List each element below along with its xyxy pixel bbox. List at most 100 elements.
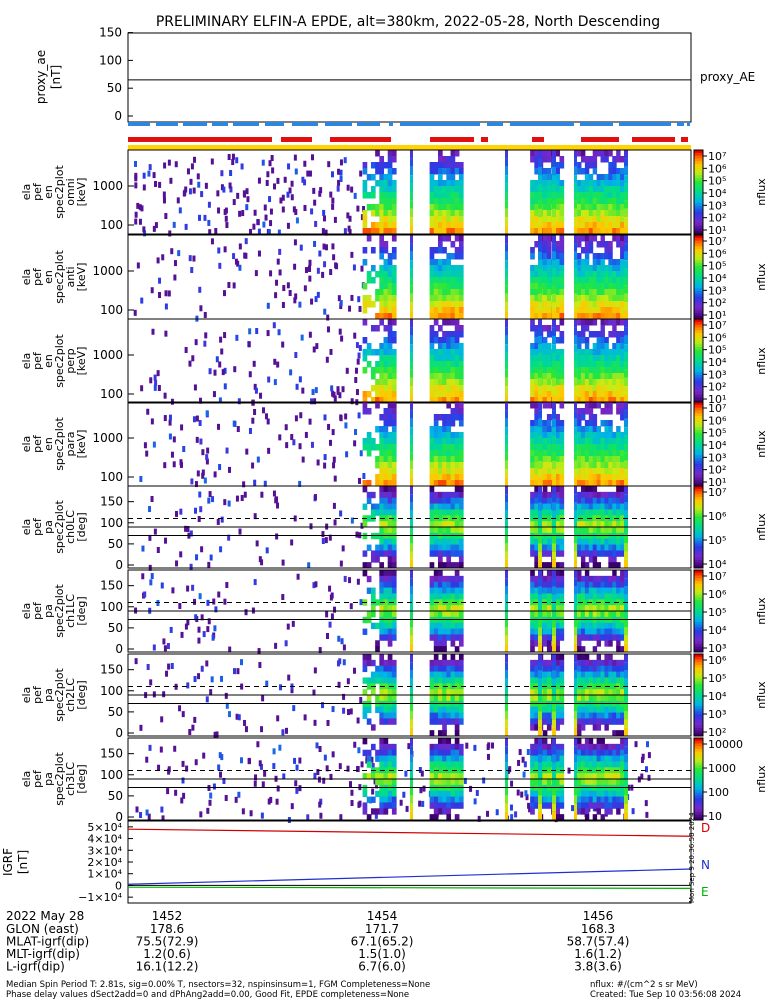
spectrogram-stripe-cell	[505, 662, 508, 671]
spectrogram-stripe-cell	[505, 361, 508, 370]
spectrogram-pixel	[294, 351, 298, 358]
spectrogram-pixel	[353, 741, 357, 748]
spectrogram-cell	[608, 611, 613, 618]
spectrogram-stripe-cell	[624, 200, 628, 209]
spectrogram-cell	[446, 186, 452, 193]
spectrogram-cell	[437, 790, 443, 798]
spectrogram-stripe-cell	[538, 543, 542, 552]
spectrogram-cell	[616, 361, 621, 368]
spectrogram-cell	[592, 402, 598, 409]
spectrogram-cell	[387, 700, 393, 708]
spectrogram-cell	[387, 544, 393, 551]
spectrogram-pixel	[264, 214, 268, 221]
spectrogram-cell	[530, 480, 535, 487]
spectrogram-pixel	[285, 442, 289, 449]
spectrogram-cell	[530, 538, 535, 546]
spectrogram-cell	[391, 216, 397, 223]
spectrogram-cell	[555, 192, 560, 199]
spectrogram-cell	[616, 379, 621, 386]
spectrogram-stripe-cell	[538, 602, 542, 611]
spectrogram-stripe-cell	[552, 779, 556, 788]
spectrogram-cell	[375, 556, 380, 563]
spectrogram-pixel	[266, 171, 270, 178]
spectrogram-cell	[429, 480, 435, 487]
spectrogram-stripe-cell	[538, 678, 542, 687]
spectrogram-cell	[442, 790, 447, 798]
spectrogram-cell	[437, 616, 443, 624]
spectrogram-stripe-cell	[538, 277, 542, 286]
spectrogram-cell	[454, 414, 460, 421]
spectrogram-pixel	[184, 525, 188, 532]
pitch-angle-tick-label: 0	[115, 810, 123, 824]
spectrogram-cell	[454, 349, 460, 356]
spectrogram-cell	[616, 355, 621, 362]
spectrogram-stripe-cell	[538, 418, 542, 428]
spectrogram-cell	[530, 462, 535, 469]
spectrogram-cell	[446, 550, 452, 557]
spectrogram-pixel	[166, 643, 170, 650]
spectrogram-stripe-cell	[410, 643, 413, 652]
spectrogram-stripe-cell	[574, 678, 577, 687]
spectrogram-cell	[600, 628, 605, 635]
spectrogram-cell	[458, 367, 464, 374]
colorbar-swatch	[694, 214, 703, 218]
spectrogram-stripe-cell	[505, 494, 508, 503]
spectrogram-cell	[362, 790, 368, 798]
spectrogram-stripe-cell	[624, 208, 628, 218]
spectrogram-stripe-cell	[410, 435, 413, 444]
spectrogram-cell	[433, 605, 439, 612]
spectrogram-cell	[387, 192, 393, 199]
spectrogram-stripe-cell	[410, 738, 413, 747]
spectrogram-cell	[433, 814, 439, 821]
spectrogram-cell	[391, 408, 397, 415]
spectrogram-cell	[546, 325, 552, 332]
spectrogram-cell	[588, 634, 594, 641]
spectrogram-pixel	[191, 355, 195, 362]
spectrogram-cell	[592, 605, 598, 612]
spectrogram-cell	[616, 265, 621, 272]
spectrogram-cell	[600, 150, 605, 157]
spectrogram-cell	[458, 222, 464, 229]
spectrogram-stripe-cell	[574, 386, 577, 395]
spectrogram-cell	[450, 779, 456, 786]
spectrogram-cell	[616, 665, 621, 673]
spectrogram-stripe-cell	[410, 377, 413, 387]
spectrogram-cell	[555, 808, 560, 815]
spectrogram-cell	[383, 718, 389, 725]
spectrogram-cell	[458, 491, 464, 499]
spectrogram-cell	[542, 379, 548, 386]
spectrogram-cell	[584, 162, 590, 169]
spectrogram-cell	[559, 307, 565, 314]
spectrogram-cell	[600, 307, 605, 314]
spectrogram-cell	[429, 562, 435, 569]
spectrogram-cell	[391, 438, 397, 445]
spectrogram-cell	[454, 301, 460, 308]
spectrogram-cell	[542, 150, 548, 157]
spectrogram-cell	[458, 438, 464, 445]
spectrogram-cell	[577, 671, 582, 678]
spectrogram-cell	[604, 283, 609, 290]
spectrogram-pixel	[216, 190, 220, 197]
spectrogram-stripe-cell	[624, 686, 628, 695]
spectrogram-cell	[391, 253, 397, 260]
spectrogram-stripe-cell	[410, 268, 413, 277]
spectrogram-cell	[433, 168, 439, 175]
spectrogram-cell	[604, 659, 609, 667]
spectrogram-cell	[580, 593, 586, 600]
spectrogram-stripe-cell	[538, 762, 542, 771]
spectrogram-cell	[454, 616, 460, 624]
spectrogram-pixel	[295, 787, 299, 794]
spectrogram-cell	[458, 677, 464, 684]
spectrogram-cell	[608, 373, 613, 380]
spectrogram-stripe-cell	[410, 619, 413, 628]
spectrogram-stripe-cell	[538, 803, 542, 812]
spectrogram-cell	[375, 462, 380, 469]
spectrogram-cell	[542, 343, 548, 350]
spectrogram-cell	[375, 367, 380, 374]
spectrogram-cell	[592, 611, 598, 618]
spectrogram-stripe-cell	[624, 535, 628, 544]
spectrogram-cell	[442, 521, 447, 528]
spectrogram-pixel	[323, 215, 327, 222]
spectrogram-pixel	[253, 209, 257, 216]
